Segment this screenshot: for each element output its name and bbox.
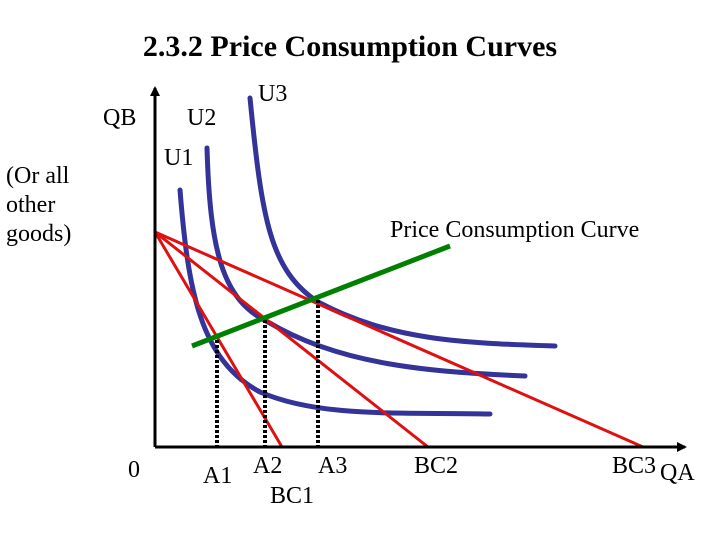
point-a2-label: A2 [253, 453, 283, 479]
point-a3-label: A3 [318, 453, 348, 479]
budget-line-bc1-label: BC1 [270, 483, 315, 509]
budget-line-bc1 [153, 231, 284, 448]
u3-label: U3 [258, 81, 288, 107]
origin-label: 0 [128, 457, 140, 483]
y-axis-note: (Or all other goods) [6, 163, 72, 247]
y-axis-label: QB [103, 105, 137, 131]
price-consumption-curve [191, 243, 451, 349]
x-axis-label: QA [660, 460, 695, 486]
slide-title: 2.3.2 Price Consumption Curves [142, 30, 558, 63]
indifference-curve-u1 [177, 187, 493, 417]
u2-label: U2 [187, 105, 217, 131]
budget-line-bc2-label: BC2 [414, 453, 459, 479]
price-consumption-curve-label: Price Consumption Curve [390, 217, 640, 243]
u1-label: U1 [164, 145, 194, 171]
point-a1-label: A1 [203, 463, 233, 489]
budget-line-bc3 [154, 230, 644, 449]
budget-line-bc3-label: BC3 [612, 453, 657, 479]
budget-line-bc2 [154, 230, 429, 449]
